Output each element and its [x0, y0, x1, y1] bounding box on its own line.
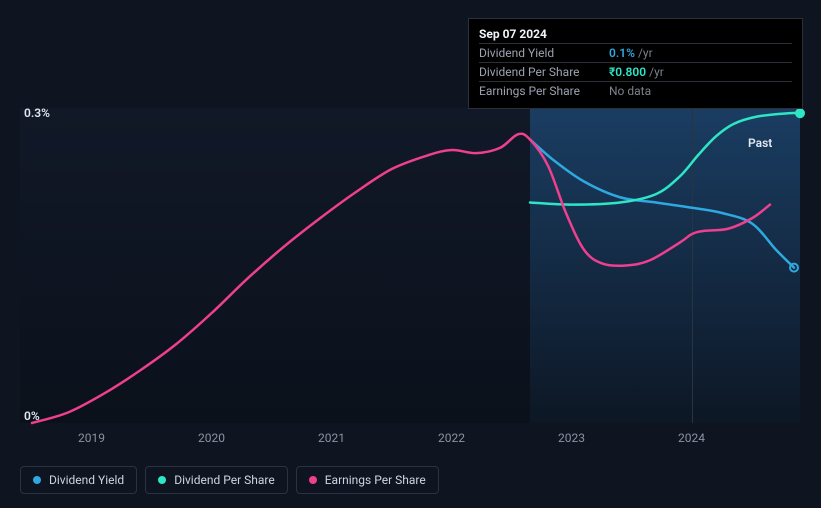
legend-label: Dividend Yield [49, 473, 124, 487]
tooltip-value: ₹0.800 [609, 65, 646, 79]
y-tick-min: 0% [24, 409, 40, 423]
plot-area: Past [20, 108, 800, 423]
legend-item[interactable]: Dividend Per Share [145, 466, 288, 494]
x-tick-label: 2024 [678, 431, 705, 445]
tooltip-date: Sep 07 2024 [479, 25, 792, 44]
tooltip-unit: /yr [649, 65, 664, 79]
tooltip-row: Dividend Per Share₹0.800/yr [479, 63, 792, 82]
dividend-chart: Past 0.3% 0% 2019 2020 2021 2022 2023 2024 Se… [0, 0, 821, 508]
legend-item[interactable]: Earnings Per Share [296, 466, 439, 494]
tooltip-value: 0.1% [609, 46, 635, 60]
tooltip-nodata: No data [609, 84, 651, 98]
legend-dot-icon [33, 476, 41, 484]
legend: Dividend Yield Dividend Per Share Earnings… [20, 466, 439, 494]
legend-label: Dividend Per Share [174, 473, 275, 487]
tooltip-unit: /yr [638, 46, 653, 60]
x-tick-label: 2020 [198, 431, 225, 445]
legend-dot-icon [309, 476, 317, 484]
tooltip-key: Dividend Yield [479, 46, 609, 60]
legend-item[interactable]: Dividend Yield [20, 466, 137, 494]
x-tick-label: 2023 [558, 431, 585, 445]
series-earnings_per_share [32, 134, 770, 423]
tooltip-row: Earnings Per ShareNo data [479, 82, 792, 100]
tooltip-row: Dividend Yield0.1%/yr [479, 44, 792, 63]
chart-lines-svg [20, 108, 800, 423]
y-tick-max: 0.3% [24, 106, 50, 120]
x-tick-label: 2022 [438, 431, 465, 445]
x-tick-label: 2019 [78, 431, 105, 445]
series-end-marker [796, 109, 804, 117]
series-dividend_per_share [530, 113, 800, 205]
legend-label: Earnings Per Share [325, 473, 426, 487]
x-tick-label: 2021 [318, 431, 345, 445]
legend-dot-icon [158, 476, 166, 484]
tooltip-key: Earnings Per Share [479, 84, 609, 98]
tooltip: Sep 07 2024 Dividend Yield0.1%/yrDividen… [468, 18, 803, 109]
past-label: Past [748, 136, 772, 150]
tooltip-key: Dividend Per Share [479, 65, 609, 79]
